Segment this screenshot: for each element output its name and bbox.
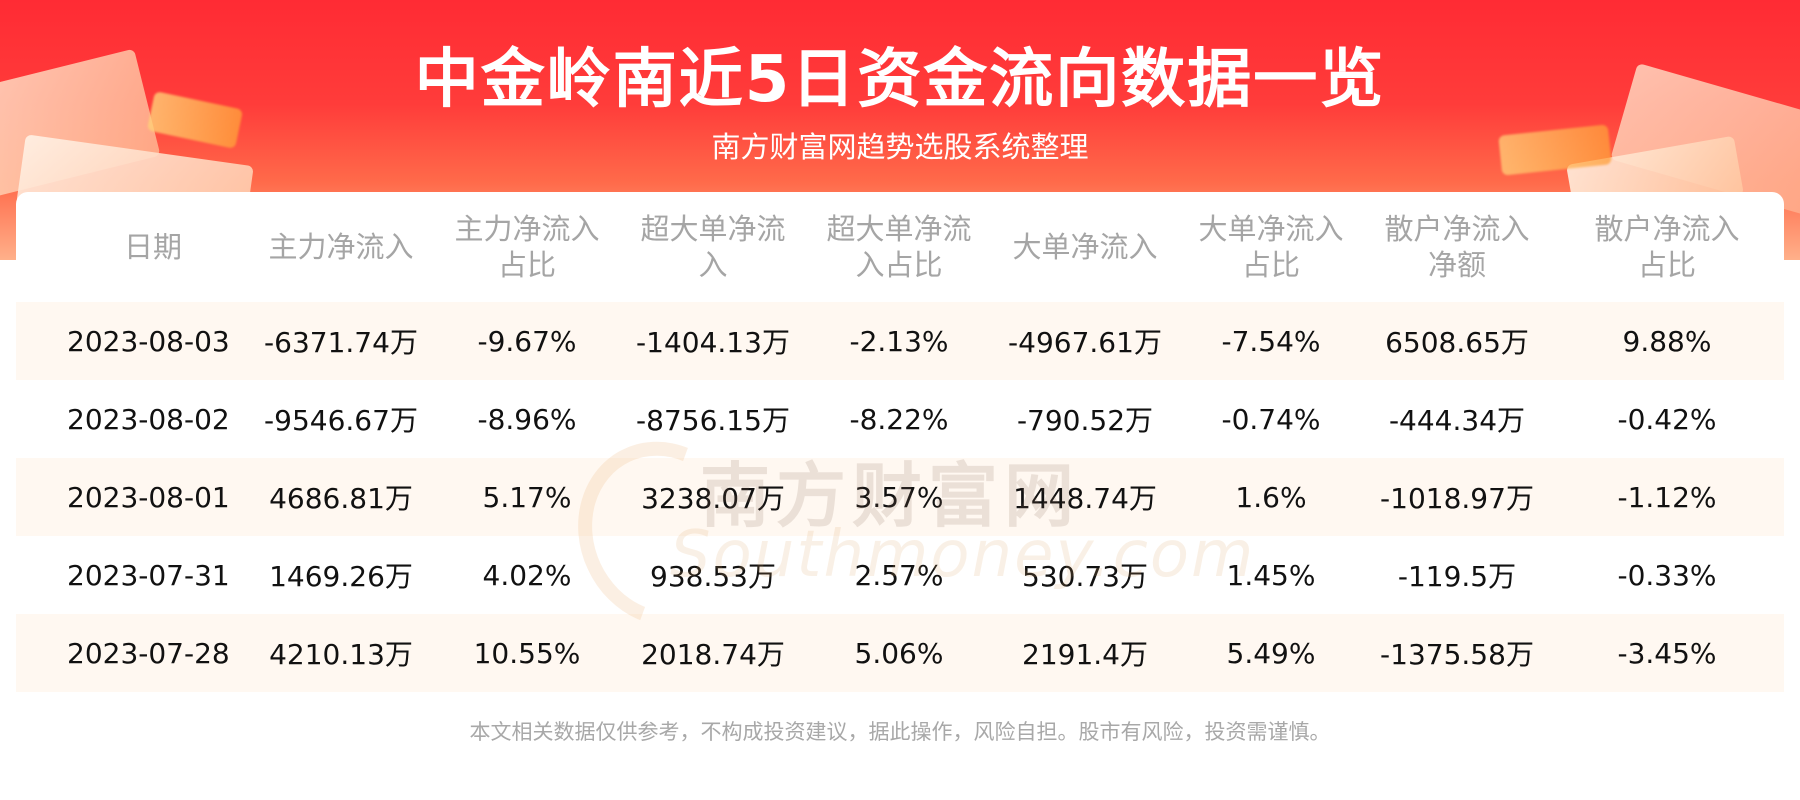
cell-large-net-inflow: -790.52万 xyxy=(1016,404,1154,437)
table-row: 2023-08-03 -6371.74万 -9.67% -1404.13万 -2.13%… xyxy=(16,302,1784,380)
cell-retail-ratio: -1.12% xyxy=(1550,458,1784,536)
table-row: 2023-07-31 1469.26万 4.02% 938.53万 2.57% 530.7… xyxy=(16,536,1784,614)
column-header: 日期 xyxy=(124,230,183,264)
column-header: 散户净流入 净额 xyxy=(1384,212,1530,282)
cell-xl-ratio: 5.06% xyxy=(806,614,992,692)
cell-large-ratio: 5.49% xyxy=(1178,614,1364,692)
cell-xl-ratio: -8.22% xyxy=(849,402,949,436)
fund-flow-table: 日期 主力净流入 主力净流入 占比 超大单净流入 超大单净流 入占比 大单净流入 大… xyxy=(16,192,1784,692)
cell-date: 2023-07-28 xyxy=(16,614,248,692)
column-header: 大单净流入 占比 xyxy=(1198,212,1344,282)
cell-date: 2023-07-31 xyxy=(67,558,230,592)
cell-retail-net-inflow: -1375.58万 xyxy=(1364,614,1550,692)
cell-main-net-inflow: -6371.74万 xyxy=(248,302,434,380)
disclaimer-text: 本文相关数据仅供参考，不构成投资建议，据此操作，风险自担。股市有风险，投资需谨慎… xyxy=(469,720,1331,744)
cell-main-ratio: 5.17% xyxy=(434,458,620,536)
column-header: 散户净流入 占比 xyxy=(1594,212,1740,282)
cell-retail-net-inflow: -444.34万 xyxy=(1388,404,1526,437)
cell-main-ratio: 10.55% xyxy=(434,614,620,692)
cell-main-net-inflow: 4210.13万 xyxy=(248,614,434,692)
cell-main-ratio: -8.96% xyxy=(477,402,577,436)
cell-retail-ratio: -0.42% xyxy=(1617,402,1717,436)
cell-retail-ratio: -0.33% xyxy=(1617,558,1717,592)
cell-xl-ratio: -2.13% xyxy=(806,302,992,380)
cell-date: 2023-08-03 xyxy=(16,302,248,380)
page-title: 中金岭南近5日资金流向数据一览 xyxy=(414,43,1386,117)
table-card xyxy=(16,192,1784,692)
cell-main-net-inflow: 1469.26万 xyxy=(269,560,413,593)
cell-large-ratio: 1.45% xyxy=(1226,558,1316,592)
cell-main-ratio: 4.02% xyxy=(482,558,572,592)
cell-large-ratio: 1.6% xyxy=(1178,458,1364,536)
column-header: 超大单净流 入占比 xyxy=(826,212,972,282)
cell-xl-ratio: 2.57% xyxy=(854,558,944,592)
table-row: 2023-07-28 4210.13万 10.55% 2018.74万 5.06% 219… xyxy=(16,614,1784,692)
table-body: 2023-08-03 -6371.74万 -9.67% -1404.13万 -2.13%… xyxy=(16,302,1784,692)
cell-large-net-inflow: 1448.74万 xyxy=(992,458,1178,536)
cell-large-ratio: -0.74% xyxy=(1221,402,1321,436)
table-header-row: 日期 主力净流入 主力净流入 占比 超大单净流入 超大单净流 入占比 大单净流入 大… xyxy=(16,192,1784,302)
cell-date: 2023-08-02 xyxy=(67,402,230,436)
cell-xl-ratio: 3.57% xyxy=(806,458,992,536)
table-row: 2023-08-01 4686.81万 5.17% 3238.07万 3.57% 1448… xyxy=(16,458,1784,536)
cell-xl-net-inflow: -8756.15万 xyxy=(636,404,790,437)
page-subtitle: 南方财富网趋势选股系统整理 xyxy=(711,130,1089,164)
cell-large-net-inflow: 2191.4万 xyxy=(992,614,1178,692)
cell-main-ratio: -9.67% xyxy=(434,302,620,380)
cell-xl-net-inflow: -1404.13万 xyxy=(620,302,806,380)
cell-retail-ratio: -3.45% xyxy=(1550,614,1784,692)
cell-large-ratio: -7.54% xyxy=(1178,302,1364,380)
cell-xl-net-inflow: 938.53万 xyxy=(650,560,776,593)
cell-retail-net-inflow: 6508.65万 xyxy=(1364,302,1550,380)
cell-retail-net-inflow: -1018.97万 xyxy=(1364,458,1550,536)
column-header: 主力净流入 xyxy=(268,230,414,264)
column-header: 超大单净流入 xyxy=(640,212,786,282)
cell-retail-net-inflow: -119.5万 xyxy=(1397,560,1517,593)
cell-large-net-inflow: -4967.61万 xyxy=(992,302,1178,380)
cell-large-net-inflow: 530.73万 xyxy=(1022,560,1148,593)
table-row: 2023-08-02 -9546.67万 -8.96% -8756.15万 -8.22%… xyxy=(16,380,1784,458)
cell-retail-ratio: 9.88% xyxy=(1550,302,1784,380)
cell-main-net-inflow: -9546.67万 xyxy=(264,404,418,437)
cell-xl-net-inflow: 3238.07万 xyxy=(620,458,806,536)
cell-date: 2023-08-01 xyxy=(16,458,248,536)
column-header: 大单净流入 xyxy=(1012,230,1158,264)
cell-main-net-inflow: 4686.81万 xyxy=(248,458,434,536)
column-header: 主力净流入 占比 xyxy=(454,212,600,282)
cell-xl-net-inflow: 2018.74万 xyxy=(620,614,806,692)
